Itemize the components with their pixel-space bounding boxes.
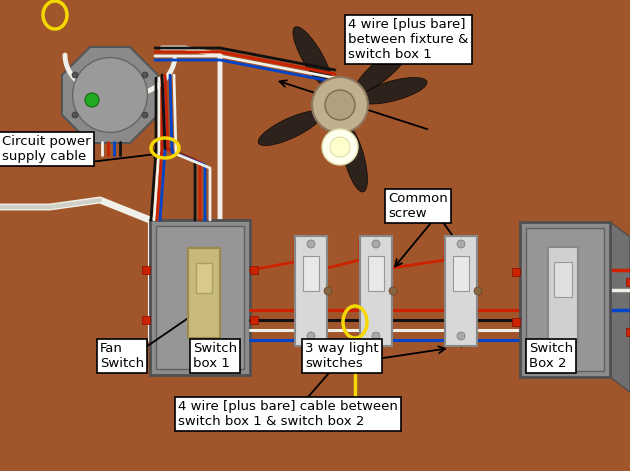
Bar [626,328,630,336]
Bar [548,247,578,342]
Circle shape [372,332,380,340]
Circle shape [72,57,147,132]
Text: 4 wire [plus bare] cable between
switch box 1 & switch box 2: 4 wire [plus bare] cable between switch … [178,400,398,428]
Circle shape [85,93,99,107]
Circle shape [142,112,148,118]
Circle shape [322,129,358,165]
Ellipse shape [359,78,427,104]
Bar [142,316,150,324]
Bar [360,236,392,346]
Bar [520,222,610,377]
Ellipse shape [355,46,410,93]
Text: 4 wire [plus bare]
between fixture &
switch box 1: 4 wire [plus bare] between fixture & swi… [348,18,468,61]
Polygon shape [62,47,158,143]
Text: 3 way light
switches: 3 way light switches [305,342,379,370]
Bar [626,278,630,286]
Circle shape [312,77,368,133]
Circle shape [389,287,397,295]
Ellipse shape [258,111,322,146]
Circle shape [324,287,332,295]
Circle shape [372,240,380,248]
Bar [250,316,258,324]
Circle shape [457,332,465,340]
Text: Circuit power
supply cable: Circuit power supply cable [2,135,91,163]
Circle shape [72,112,78,118]
Bar [196,263,212,293]
Circle shape [142,72,148,78]
Bar [445,236,477,346]
Bar [368,256,384,291]
Bar [156,226,244,369]
Ellipse shape [341,124,367,192]
Text: Common
screw: Common screw [388,192,448,220]
Bar [303,256,319,291]
Circle shape [457,240,465,248]
Circle shape [72,72,78,78]
Circle shape [330,137,350,157]
Bar [526,228,604,371]
Bar [512,318,520,326]
Circle shape [325,90,355,120]
Ellipse shape [293,27,332,88]
Bar [453,256,469,291]
Bar [250,266,258,274]
Circle shape [474,287,482,295]
Bar [295,236,327,346]
Polygon shape [610,222,630,392]
Bar [554,262,572,297]
Text: Fan
Switch: Fan Switch [100,342,144,370]
Bar [188,248,220,338]
Bar [150,220,250,375]
Text: Switch
box 1: Switch box 1 [193,342,237,370]
Bar [512,268,520,276]
Circle shape [307,332,315,340]
Text: Switch
Box 2: Switch Box 2 [529,342,573,370]
Bar [142,266,150,274]
Circle shape [307,240,315,248]
